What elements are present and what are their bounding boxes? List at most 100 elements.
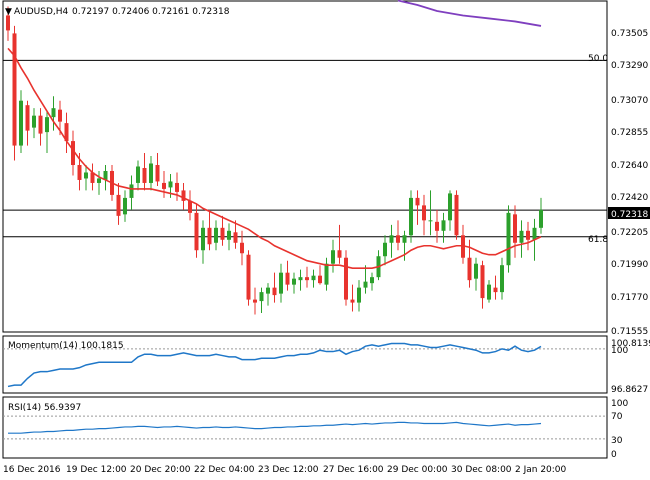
- candle-body: [487, 284, 491, 300]
- rsi-title: RSI(14) 56.9397: [8, 403, 81, 413]
- symbol-label: AUDUSD,H4: [14, 7, 69, 17]
- candle-body: [318, 275, 322, 284]
- ohlc-values: 0.72197 0.72406 0.72161 0.72318: [72, 7, 230, 17]
- current-price-label: 0.72318: [611, 210, 648, 220]
- fib-50-label: 50.0: [588, 54, 608, 64]
- candle-body: [526, 230, 530, 240]
- rsi-tick: 30: [611, 436, 623, 446]
- candle-body: [389, 235, 394, 243]
- price-panel[interactable]: [2, 0, 608, 333]
- time-tick: 20 Dec 20:00: [130, 465, 191, 475]
- candle-body: [422, 205, 426, 221]
- candle-body: [305, 277, 309, 281]
- candle-body: [435, 221, 439, 231]
- candle-body: [402, 235, 407, 243]
- momentum-tick: 100.8139: [611, 339, 650, 349]
- momentum-tick: 96.8627: [611, 385, 648, 395]
- rsi-layer: [3, 415, 607, 440]
- candle-body: [90, 172, 95, 183]
- candle-body: [12, 33, 17, 146]
- candle-body: [103, 170, 108, 180]
- candle-body: [77, 165, 82, 180]
- candle-body: [454, 194, 459, 236]
- ma-long-line: [397, 0, 542, 27]
- candle-body: [175, 182, 179, 192]
- candle-body: [441, 220, 446, 231]
- candle-body: [279, 272, 283, 294]
- time-tick: 23 Dec 12:00: [258, 465, 319, 475]
- candle-body: [253, 299, 257, 303]
- candle-body: [64, 123, 69, 142]
- candle-body: [396, 235, 400, 243]
- candle-body: [45, 117, 49, 133]
- candle-body: [201, 227, 205, 251]
- price-tick: 0.71555: [611, 327, 648, 337]
- price-tick: 0.71770: [611, 293, 648, 303]
- candle-body: [168, 181, 173, 188]
- candle-body: [259, 292, 264, 302]
- candle-body: [337, 250, 342, 258]
- candle-body: [207, 227, 212, 245]
- candle-body: [409, 197, 413, 236]
- momentum-title: Momentum(14) 100.1815: [8, 341, 124, 351]
- candle-body: [233, 232, 238, 243]
- candle-body: [116, 194, 121, 216]
- time-tick: 22 Dec 04:00: [194, 465, 255, 475]
- price-tick: 0.73505: [611, 29, 648, 39]
- price-tick: 0.72855: [611, 128, 648, 138]
- candle-body: [324, 263, 329, 285]
- time-tick: 19 Dec 12:00: [66, 465, 127, 475]
- candle-body: [149, 163, 153, 183]
- candle-body: [266, 287, 270, 294]
- candle-body: [188, 200, 192, 213]
- candle-body: [214, 227, 218, 243]
- candle-body: [344, 257, 348, 300]
- price-layer: [3, 0, 607, 315]
- candle-body: [58, 109, 62, 122]
- candle-body: [123, 197, 127, 215]
- candle-body: [285, 272, 290, 285]
- candle-body: [136, 166, 140, 183]
- candle-body: [25, 105, 30, 131]
- time-tick: 2 Jan 20:00: [515, 465, 567, 475]
- rsi-tick: 100: [611, 399, 628, 409]
- candle-body: [493, 287, 498, 293]
- collapse-triangle-icon[interactable]: ▼: [5, 7, 12, 17]
- time-tick: 30 Dec 08:00: [451, 465, 512, 475]
- momentum-tick: 100: [611, 346, 628, 356]
- price-tick: 0.73070: [611, 96, 648, 106]
- candle-body: [220, 227, 225, 240]
- candle-body: [84, 172, 88, 179]
- candle-body: [51, 108, 56, 118]
- momentum-panel[interactable]: [2, 335, 608, 394]
- price-tick: 0.73290: [611, 61, 648, 71]
- time-axis: 16 Dec 2016 19 Dec 12:00 20 Dec 20:00 22…: [3, 465, 567, 475]
- price-tick: 0.72205: [611, 228, 648, 238]
- candle-body: [272, 287, 277, 296]
- candle-body: [240, 242, 244, 254]
- candle-body: [370, 277, 374, 284]
- candle-body: [194, 212, 199, 251]
- rsi-tick: 70: [611, 412, 623, 422]
- price-tick: 0.72640: [611, 161, 648, 171]
- candle-body: [357, 287, 361, 303]
- candle-body: [363, 281, 368, 288]
- candle-body: [513, 214, 517, 243]
- candle-body: [383, 242, 387, 257]
- candle-body: [181, 190, 186, 201]
- time-tick: 29 Dec 00:00: [387, 465, 448, 475]
- candle-body: [532, 227, 537, 240]
- rsi-panel[interactable]: [2, 396, 608, 459]
- candle-body: [38, 115, 43, 134]
- candle-body: [500, 265, 504, 293]
- current-price-box: [608, 207, 650, 219]
- rsi-line: [8, 421, 542, 434]
- candle-body: [6, 15, 10, 31]
- candle-body: [467, 257, 472, 281]
- time-tick: 27 Dec 16:00: [323, 465, 384, 475]
- candle-body: [506, 212, 511, 266]
- candle-body: [311, 275, 316, 281]
- price-tick: 0.71990: [611, 260, 648, 270]
- ma-short-line: [7, 47, 542, 269]
